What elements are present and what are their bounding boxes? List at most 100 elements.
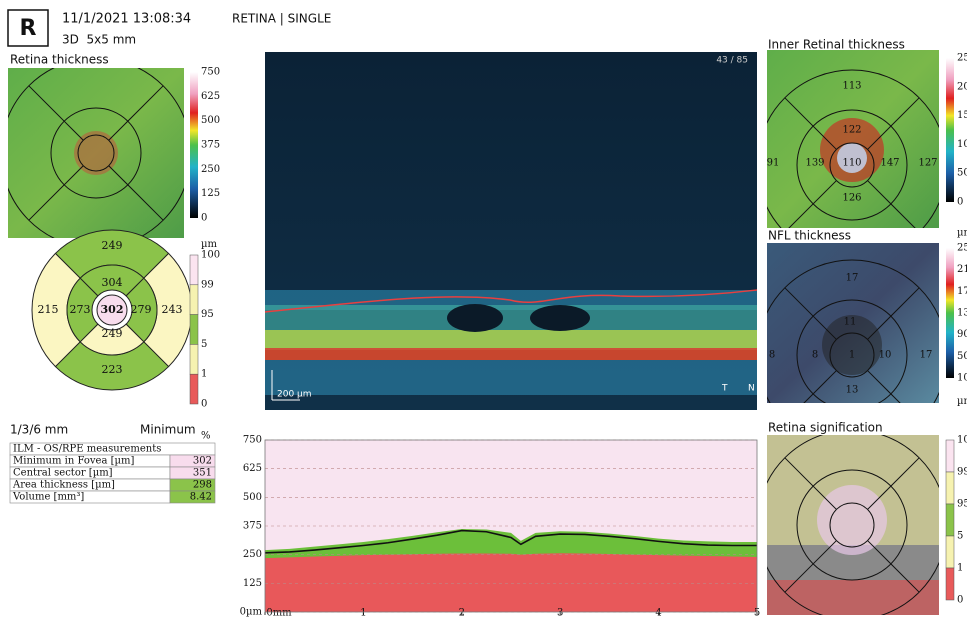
sector-mode: Minimum [140,423,196,437]
map-value: 113 [842,81,861,92]
y-tick-label: 0µm [240,607,263,618]
y-tick-label: 625 [243,463,262,474]
scale-label: 125 [201,188,220,199]
scale-label: 0 [957,197,963,208]
scale-band [190,344,198,374]
scale-label: 250 [201,164,220,175]
sector-caption: 1/3/6 mm [10,423,68,437]
orientation-nasal: N [748,384,755,394]
frame-index: 43 / 85 [716,56,748,66]
scale-bar [946,58,954,202]
map-title: Retina thickness [10,53,109,67]
datetime: 11/1/2021 13:08:34 [62,12,191,27]
scale-label: 0 [201,213,207,224]
y-tick-label: 750 [243,435,262,446]
scale-label: 625 [201,91,220,102]
map-value: 110 [842,158,861,169]
map-value: 17 [846,273,859,284]
mode: RETINA | SINGLE [232,12,331,26]
scale-bar [946,248,954,378]
map-value: 8 [769,350,775,361]
scale-label: µm [201,239,217,250]
y-tick-label: 500 [243,492,262,503]
map-value: 10 [879,350,892,361]
table-value: 302 [193,456,212,467]
map-value: 147 [880,158,899,169]
scale-label: % [201,430,211,441]
retina-map [8,68,184,238]
sector-value: 215 [38,303,59,316]
scale-band [190,315,198,345]
map-value: 126 [842,193,861,204]
scale-label: 95 [201,309,214,320]
x-tick-label: 3 [557,608,563,619]
scale-label: 20 [957,81,967,92]
sector-value: 249 [102,327,123,340]
table-label: Area thickness [µm] [12,480,115,491]
scale-label: µm [957,227,967,238]
area [265,553,757,612]
y-tick-label: 375 [243,521,262,532]
table-label: Central sector [µm] [13,468,113,479]
orientation-temporal: T [721,384,728,394]
y-tick-label: 250 [243,549,262,560]
x-tick-label: 0mm [266,608,292,619]
map-value: 13 [846,385,859,396]
signification-map [767,435,939,615]
map-value: 127 [918,158,937,169]
scale-label: 750 [201,67,220,78]
scale-label: 10 [957,435,967,446]
scale-label: µm [957,396,967,407]
scale-band [946,472,954,504]
scale-label: 0 [201,399,207,410]
b-scan [265,52,757,410]
sector-value: 249 [102,239,123,252]
scale-label: 5 [957,531,963,542]
x-tick-label: 2 [459,608,465,619]
table-value: 351 [193,468,212,479]
map-value: 122 [842,125,861,136]
sector-value: 304 [102,276,123,289]
map-title: Retina signification [768,421,883,435]
map-value: 91 [767,158,780,169]
scale-label: 95 [957,499,967,510]
eye-label: R [20,16,37,41]
table-value: 298 [193,480,212,491]
scale-band [946,568,954,600]
map-value: 17 [920,350,933,361]
scale-band [946,440,954,472]
scale-label: 5 [201,339,207,350]
scale-label: 17 [957,286,967,297]
scale-label: 375 [201,140,220,151]
scale-label: 25 [957,53,967,64]
scale-label: 500 [201,115,220,126]
x-tick-label: 1 [360,608,366,619]
sector-value: 279 [131,303,152,316]
scale-label: 1 [957,563,963,574]
scale-label: 1 [201,369,207,380]
y-tick-label: 125 [243,578,262,589]
sector-value: 302 [101,303,124,316]
map-value: 139 [805,158,824,169]
map-title: Inner Retinal thickness [768,38,905,52]
scale-label: 21 [957,264,967,275]
scale-label: 50 [957,351,967,362]
map-value: 8 [812,350,818,361]
table-label: ILM - OS/RPE measurements [13,444,161,455]
scale-label: 15 [957,110,967,121]
scan-type: 3D 5x5 mm [62,33,136,47]
scale-label: 99 [957,467,967,478]
table-label: Minimum in Fovea [µm] [13,456,134,467]
scale-band [190,374,198,404]
scale-band [190,285,198,315]
table-value: 8.42 [190,492,212,503]
x-tick-label: 4 [655,608,661,619]
scale-label: 100 [201,250,220,261]
sector-value: 243 [162,303,183,316]
sector-value: 223 [102,363,123,376]
scale-label: 50 [957,168,967,179]
scale-label: 0 [957,595,963,606]
scale-label: 90 [957,329,967,340]
sector-value: 273 [70,303,91,316]
scale-label: 10 [957,139,967,150]
